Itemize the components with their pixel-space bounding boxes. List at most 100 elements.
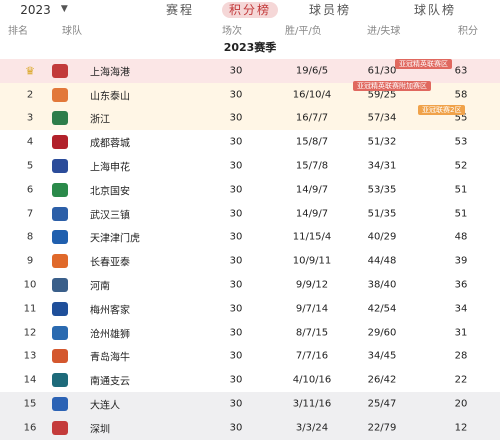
header-goals: 进/失球 (367, 26, 401, 37)
rank-cell: 16 (23, 422, 37, 434)
rank-cell: 3 (26, 112, 34, 124)
goals-cell: 44/48 (367, 255, 397, 267)
played-cell: 30 (229, 160, 243, 172)
goals-cell: 61/30 (367, 65, 397, 77)
rank-cell: 10 (23, 279, 37, 291)
header-points: 积分 (458, 26, 478, 37)
rank-cell: 11 (23, 303, 37, 315)
played-cell: 30 (229, 231, 243, 243)
table-row[interactable]: 3 浙江 30 16/7/7 57/34 55 亚冠联赛2区 (0, 104, 500, 131)
team-logo-icon (52, 135, 68, 150)
team-logo-icon (52, 87, 68, 102)
standings-table: ♛ 上海海港 30 19/6/5 61/30 63 亚冠精英联赛区 2 山东泰山 30 16/10/… (0, 59, 500, 440)
wdl-cell: 3/11/16 (292, 398, 332, 410)
team-logo-icon (52, 63, 68, 78)
team-logo-icon (52, 230, 68, 245)
header-played: 场次 (222, 26, 242, 37)
team-name: 大连人 (90, 400, 120, 412)
goals-cell: 34/45 (367, 350, 397, 362)
team-logo-icon (52, 135, 68, 150)
wdl-cell: 15/7/8 (295, 160, 329, 172)
points-cell: 12 (454, 422, 468, 434)
rank-cell: 4 (26, 136, 34, 148)
zone-badge: 亚冠精英联赛附加赛区 (353, 80, 431, 91)
table-row[interactable]: 8 天津津门虎 30 11/15/4 40/29 48 (0, 226, 500, 250)
wdl-cell: 9/9/12 (295, 279, 329, 291)
table-row[interactable]: 10 河南 30 9/9/12 38/40 36 (0, 273, 500, 297)
team-logo-icon (52, 420, 68, 435)
goals-cell: 26/42 (367, 374, 397, 386)
team-logo-icon (52, 230, 68, 245)
table-row[interactable]: 7 武汉三镇 30 14/9/7 51/35 51 (0, 202, 500, 226)
rank-cell: 7 (26, 208, 34, 220)
played-cell: 30 (229, 208, 243, 220)
table-row[interactable]: 4 成都蓉城 30 15/8/7 51/32 53 (0, 130, 500, 154)
table-row[interactable]: 2 山东泰山 30 16/10/4 59/25 58 亚冠精英联赛附加赛区 (0, 80, 500, 107)
wdl-cell: 15/8/7 (295, 136, 329, 148)
team-logo-icon (52, 373, 68, 388)
team-logo-icon (52, 397, 68, 412)
zone-badge: 亚冠精英联赛区 (395, 59, 452, 69)
rank-cell: 13 (23, 350, 37, 362)
team-logo-icon (52, 87, 68, 102)
season-select[interactable]: 2023 ▼ (2, 1, 86, 19)
team-logo-icon (52, 111, 68, 126)
team-logo-icon (52, 159, 68, 174)
played-cell: 30 (229, 350, 243, 362)
tab-team-rankings[interactable]: 球队榜 (413, 3, 456, 17)
table-row[interactable]: 11 梅州客家 30 9/7/14 42/54 34 (0, 297, 500, 321)
rank-cell: 15 (23, 398, 37, 410)
team-logo-icon (52, 254, 68, 269)
header-team: 球队 (62, 26, 82, 37)
goals-cell: 51/35 (367, 208, 397, 220)
rank-cell: 14 (23, 374, 37, 386)
played-cell: 30 (229, 65, 243, 77)
team-name: 青岛海牛 (90, 352, 130, 364)
wdl-cell: 9/7/14 (295, 303, 329, 315)
trophy-icon: ♛ (25, 64, 35, 78)
wdl-cell: 8/7/15 (295, 327, 329, 339)
table-row[interactable]: 12 沧州雄狮 30 8/7/15 29/60 31 (0, 321, 500, 345)
team-logo-icon (52, 182, 68, 197)
team-name: 南通支云 (90, 376, 130, 388)
goals-cell: 53/35 (367, 184, 397, 196)
team-logo-icon (52, 278, 68, 293)
points-cell: 36 (454, 279, 468, 291)
team-name: 北京国安 (90, 186, 130, 198)
table-row[interactable]: 14 南通支云 30 4/10/16 26/42 22 (0, 368, 500, 392)
rank-cell: 9 (26, 255, 34, 267)
wdl-cell: 11/15/4 (292, 231, 332, 243)
played-cell: 30 (229, 112, 243, 124)
table-row[interactable]: 16 深圳 30 3/3/24 22/79 12 (0, 415, 500, 440)
table-row[interactable]: 6 北京国安 30 14/9/7 53/35 51 (0, 178, 500, 202)
played-cell: 30 (229, 422, 243, 434)
points-cell: 34 (454, 303, 468, 315)
team-name: 沧州雄狮 (90, 329, 130, 341)
tab-standings[interactable]: 积分榜 (222, 2, 278, 18)
tab-schedule[interactable]: 赛程 (165, 3, 194, 17)
points-cell: 55 (454, 112, 468, 124)
points-cell: 52 (454, 160, 468, 172)
team-logo-icon (52, 397, 68, 412)
header-wdl: 胜/平/负 (285, 26, 322, 37)
goals-cell: 29/60 (367, 327, 397, 339)
team-logo-icon (52, 206, 68, 221)
tab-player-rankings[interactable]: 球员榜 (308, 3, 351, 17)
table-row[interactable]: 13 青岛海牛 30 7/7/16 34/45 28 (0, 345, 500, 369)
rank-cell: 2 (26, 89, 34, 101)
team-name: 上海申花 (90, 162, 130, 174)
season-label: 2023 (20, 3, 51, 17)
wdl-cell: 7/7/16 (295, 350, 329, 362)
team-logo-icon (52, 349, 68, 364)
table-row[interactable]: 9 长春亚泰 30 10/9/11 44/48 39 (0, 249, 500, 273)
table-row[interactable]: ♛ 上海海港 30 19/6/5 61/30 63 亚冠精英联赛区 (0, 59, 500, 83)
table-row[interactable]: 15 大连人 30 3/11/16 25/47 20 (0, 392, 500, 416)
table-row[interactable]: 5 上海申花 30 15/7/8 34/31 52 (0, 154, 500, 178)
played-cell: 30 (229, 374, 243, 386)
wdl-cell: 14/9/7 (295, 208, 329, 220)
goals-cell: 57/34 (367, 112, 397, 124)
points-cell: 51 (454, 208, 468, 220)
points-cell: 28 (454, 350, 468, 362)
team-name: 河南 (90, 281, 110, 293)
points-cell: 48 (454, 231, 468, 243)
